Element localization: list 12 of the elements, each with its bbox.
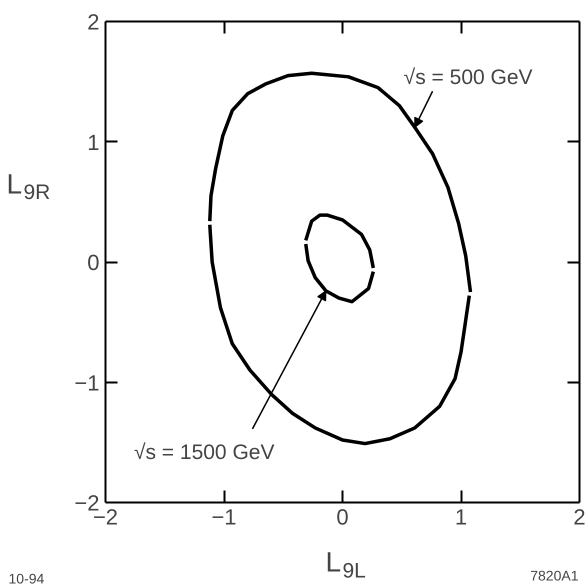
- y-tick-label: 1: [87, 130, 100, 155]
- x-tick-label: 2: [573, 504, 586, 530]
- text: 7820A1: [530, 568, 579, 584]
- y-tick-label: 2: [87, 10, 100, 34]
- x-tick-label: −1: [211, 504, 237, 530]
- y-tick-label: −1: [74, 370, 100, 396]
- annotation: √s = 1500 GeV: [134, 441, 274, 464]
- annotation: √s = 500 GeV: [404, 66, 533, 89]
- x-tick-label: 0: [336, 504, 349, 530]
- y-tick-label: 0: [87, 250, 100, 275]
- x-tick-label: 1: [454, 504, 468, 530]
- text: 10-94: [8, 570, 45, 585]
